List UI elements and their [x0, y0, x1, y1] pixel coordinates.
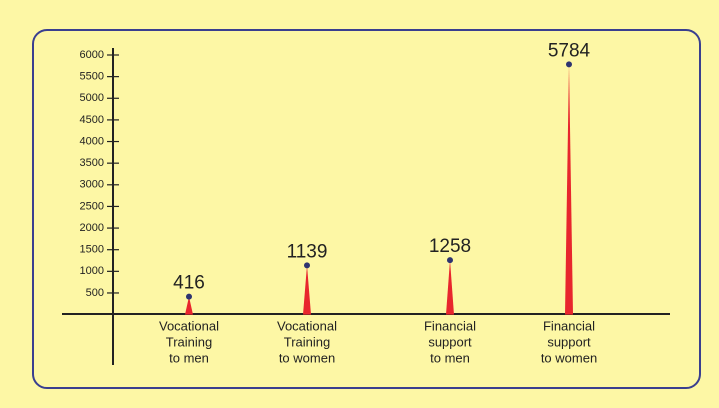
x-tick-label: to men: [430, 350, 470, 365]
x-tick-label: to men: [169, 350, 209, 365]
frame: [32, 29, 701, 389]
x-tick-label: Financial: [543, 318, 595, 333]
y-tick-label: 3500: [80, 157, 104, 169]
y-tick-label: 1500: [80, 244, 104, 256]
x-tick-label: support: [547, 334, 591, 349]
spike: [185, 296, 193, 315]
y-tick-label: 1000: [80, 265, 104, 277]
y-tick-label: 3000: [80, 179, 104, 191]
value-label: 5784: [548, 40, 591, 61]
x-tick-label: Training: [284, 334, 330, 349]
spike-dot: [566, 61, 572, 68]
spike: [565, 64, 573, 315]
spike: [446, 260, 454, 315]
spike: [303, 265, 311, 315]
y-tick-label: 4000: [80, 135, 104, 147]
x-tick-label: Vocational: [277, 318, 337, 333]
y-tick-label: 5000: [80, 92, 104, 104]
y-tick-label: 6000: [80, 49, 104, 61]
x-tick-label: to women: [541, 350, 597, 365]
spike-dot: [186, 293, 192, 300]
spike-dot: [447, 257, 453, 264]
x-tick-label: to women: [279, 350, 335, 365]
x-tick-label: Financial: [424, 318, 476, 333]
y-tick-label: 2500: [80, 200, 104, 212]
y-tick-label: 5500: [80, 71, 104, 83]
y-tick-label: 4500: [80, 114, 104, 126]
x-tick-label: Vocational: [159, 318, 219, 333]
value-label: 416: [173, 273, 205, 294]
spike-dot: [304, 262, 310, 269]
x-tick-label: Training: [166, 334, 212, 349]
y-tick-label: 2000: [80, 222, 104, 234]
value-label: 1139: [287, 241, 328, 262]
x-tick-label: support: [428, 334, 472, 349]
y-tick-label: 500: [86, 287, 104, 299]
value-label: 1258: [429, 236, 471, 257]
